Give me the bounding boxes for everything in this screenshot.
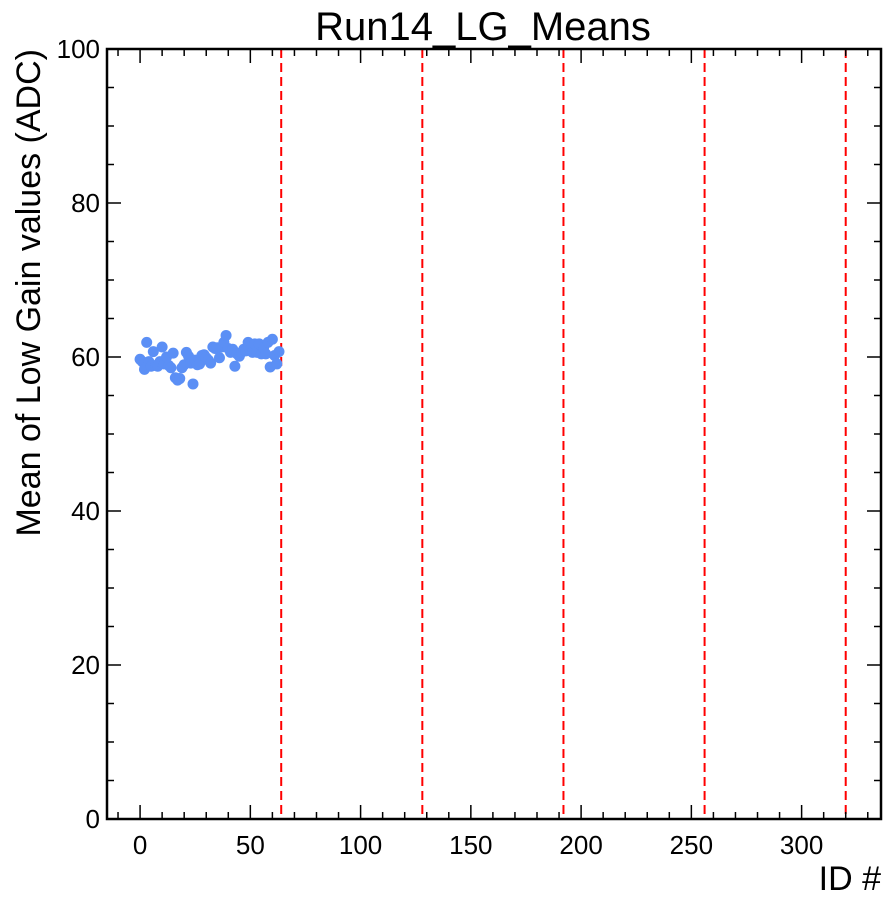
data-point xyxy=(266,333,278,345)
data-point xyxy=(165,362,177,374)
data-point xyxy=(271,358,283,370)
data-point xyxy=(174,373,186,385)
x-tick-label: 100 xyxy=(339,830,382,860)
x-axis-label: ID # xyxy=(819,860,881,898)
y-tick-label: 60 xyxy=(71,342,100,372)
x-tick-label: 50 xyxy=(236,830,265,860)
data-point xyxy=(229,360,241,372)
data-point xyxy=(156,341,168,353)
y-tick-label: 0 xyxy=(86,804,100,834)
chart-title: Run14_LG_Means xyxy=(315,5,651,49)
x-tick-label: 0 xyxy=(133,830,147,860)
x-tick-label: 150 xyxy=(449,830,492,860)
vertical-lines xyxy=(280,49,847,819)
data-point xyxy=(220,329,232,341)
data-point xyxy=(147,346,159,358)
data-points xyxy=(134,329,285,390)
y-tick-label: 40 xyxy=(71,496,100,526)
data-point xyxy=(167,347,179,359)
y-axis-label: Mean of Low Gain values (ADC) xyxy=(10,49,48,537)
data-point xyxy=(260,348,272,360)
data-point xyxy=(187,378,199,390)
y-tick-label: 100 xyxy=(57,34,100,64)
x-tick-label: 250 xyxy=(670,830,713,860)
axis-ticks xyxy=(107,48,881,820)
data-point xyxy=(273,346,285,358)
data-point xyxy=(205,357,217,369)
y-tick-label: 80 xyxy=(71,188,100,218)
data-point xyxy=(213,352,225,364)
x-tick-label: 200 xyxy=(559,830,602,860)
data-point xyxy=(141,336,153,348)
tick-labels: 0 50 100 150 200 250 300 0 20 40 60 80 100 xyxy=(57,34,824,860)
plot-frame xyxy=(105,47,883,821)
y-tick-label: 20 xyxy=(71,650,100,680)
x-tick-label: 300 xyxy=(780,830,823,860)
